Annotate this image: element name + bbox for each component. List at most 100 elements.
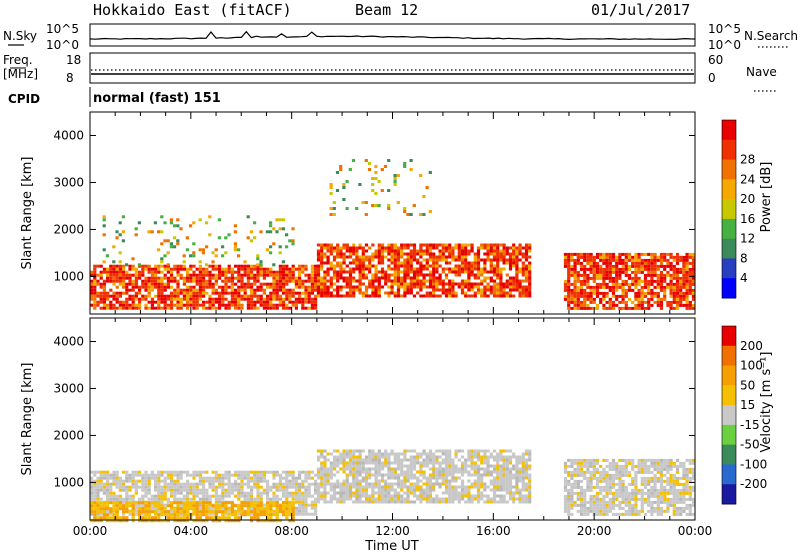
heatmap-cell: [656, 294, 660, 298]
heatmap-cell: [621, 288, 625, 292]
heatmap-cell: [441, 458, 445, 462]
heatmap-cell: [396, 258, 401, 262]
heatmap-cell: [342, 467, 346, 471]
heatmap-cell: [499, 458, 503, 462]
heatmap-cell: [505, 282, 509, 286]
heatmap-cell: [448, 279, 452, 283]
heatmap-cell: [688, 252, 692, 256]
heatmap-cell: [131, 470, 135, 474]
heatmap-cell: [166, 476, 170, 480]
heatmap-cell: [348, 461, 353, 465]
heatmap-cell: [154, 479, 158, 483]
heatmap-cell: [496, 276, 500, 280]
heatmap-cell: [505, 455, 509, 459]
heatmap-cell: [615, 488, 619, 492]
heatmap-cell: [432, 464, 436, 468]
heatmap-cell: [294, 300, 298, 304]
heatmap-cell: [634, 255, 638, 259]
heatmap-cell: [221, 297, 225, 301]
heatmap-cell: [608, 255, 612, 259]
heatmap-cell: [425, 291, 429, 295]
heatmap-cell: [371, 288, 375, 292]
heatmap-cell: [122, 470, 126, 474]
heatmap-cell: [605, 470, 609, 474]
heatmap-cell: [422, 491, 426, 495]
heatmap-cell: [675, 285, 680, 289]
heatmap-cell: [624, 291, 628, 295]
heatmap-cell: [314, 500, 318, 504]
heatmap-cell: [387, 497, 391, 501]
heatmap-cell: [342, 455, 346, 459]
heatmap-cell: [441, 500, 445, 504]
heatmap-cell: [499, 449, 503, 453]
heatmap-cell: [253, 282, 257, 286]
heatmap-cell: [102, 470, 106, 474]
heatmap-cell: [508, 488, 513, 492]
heatmap-cell: [166, 303, 170, 307]
heatmap-cell: [253, 476, 257, 480]
heatmap-cell: [663, 467, 667, 471]
heatmap-cell: [390, 461, 394, 465]
heatmap-cell: [416, 273, 420, 277]
heatmap-cell: [624, 264, 628, 268]
heatmap-cell: [448, 494, 452, 498]
heatmap-cell: [102, 303, 106, 307]
heatmap-cell: [323, 455, 327, 459]
heatmap-cell: [621, 270, 625, 274]
heatmap-cell: [691, 258, 696, 262]
heatmap-cell: [371, 458, 375, 462]
heatmap-cell: [499, 288, 503, 292]
heatmap-cell: [621, 488, 625, 492]
heatmap-cell: [339, 452, 343, 456]
heatmap-cell: [230, 270, 234, 274]
heatmap-cell: [246, 215, 250, 219]
heatmap-cell: [521, 252, 525, 256]
heatmap-cell: [438, 252, 442, 256]
heatmap-cell: [166, 276, 170, 280]
heatmap-cell: [259, 267, 263, 271]
heatmap-cell: [380, 252, 385, 256]
heatmap-cell: [246, 276, 250, 280]
heatmap-cell: [473, 485, 477, 489]
heatmap-cell: [371, 183, 375, 186]
heatmap-cell: [489, 276, 493, 280]
heatmap-cell: [345, 291, 349, 295]
heatmap-cell: [205, 497, 209, 501]
heatmap-cell: [205, 491, 209, 495]
heatmap-cell: [416, 485, 420, 489]
heatmap-cell: [669, 255, 673, 259]
heatmap-cell: [451, 279, 455, 283]
heatmap-cell: [202, 303, 206, 307]
heatmap-cell: [640, 500, 644, 504]
heatmap-cell: [262, 300, 266, 304]
heatmap-cell: [106, 306, 110, 310]
heatmap-cell: [323, 252, 327, 256]
heatmap-cell: [647, 464, 651, 468]
heatmap-cell: [125, 479, 129, 483]
heatmap-cell: [173, 291, 177, 295]
heatmap-cell: [589, 476, 593, 480]
heatmap-cell: [198, 503, 202, 507]
heatmap-cell: [269, 270, 273, 274]
heatmap-cell: [457, 467, 461, 471]
heatmap-cell: [329, 285, 333, 289]
heatmap-cell: [342, 276, 346, 280]
heatmap-cell: [464, 270, 468, 274]
heatmap-cell: [118, 485, 122, 489]
heatmap-cell: [675, 482, 680, 486]
heatmap-cell: [112, 245, 116, 249]
heatmap-cell: [163, 273, 167, 277]
heatmap-cell: [323, 255, 327, 259]
heatmap-cell: [122, 264, 126, 268]
heatmap-cell: [387, 294, 391, 298]
heatmap-cell: [425, 458, 429, 462]
heatmap-cell: [336, 485, 340, 489]
heatmap-cell: [512, 500, 516, 504]
heatmap-cell: [618, 458, 622, 462]
heatmap-cell: [659, 261, 664, 265]
heatmap-cell: [141, 279, 145, 283]
heatmap-cell: [412, 461, 417, 465]
heatmap-cell: [141, 282, 145, 286]
heatmap-cell: [218, 285, 222, 289]
heatmap-cell: [656, 494, 660, 498]
